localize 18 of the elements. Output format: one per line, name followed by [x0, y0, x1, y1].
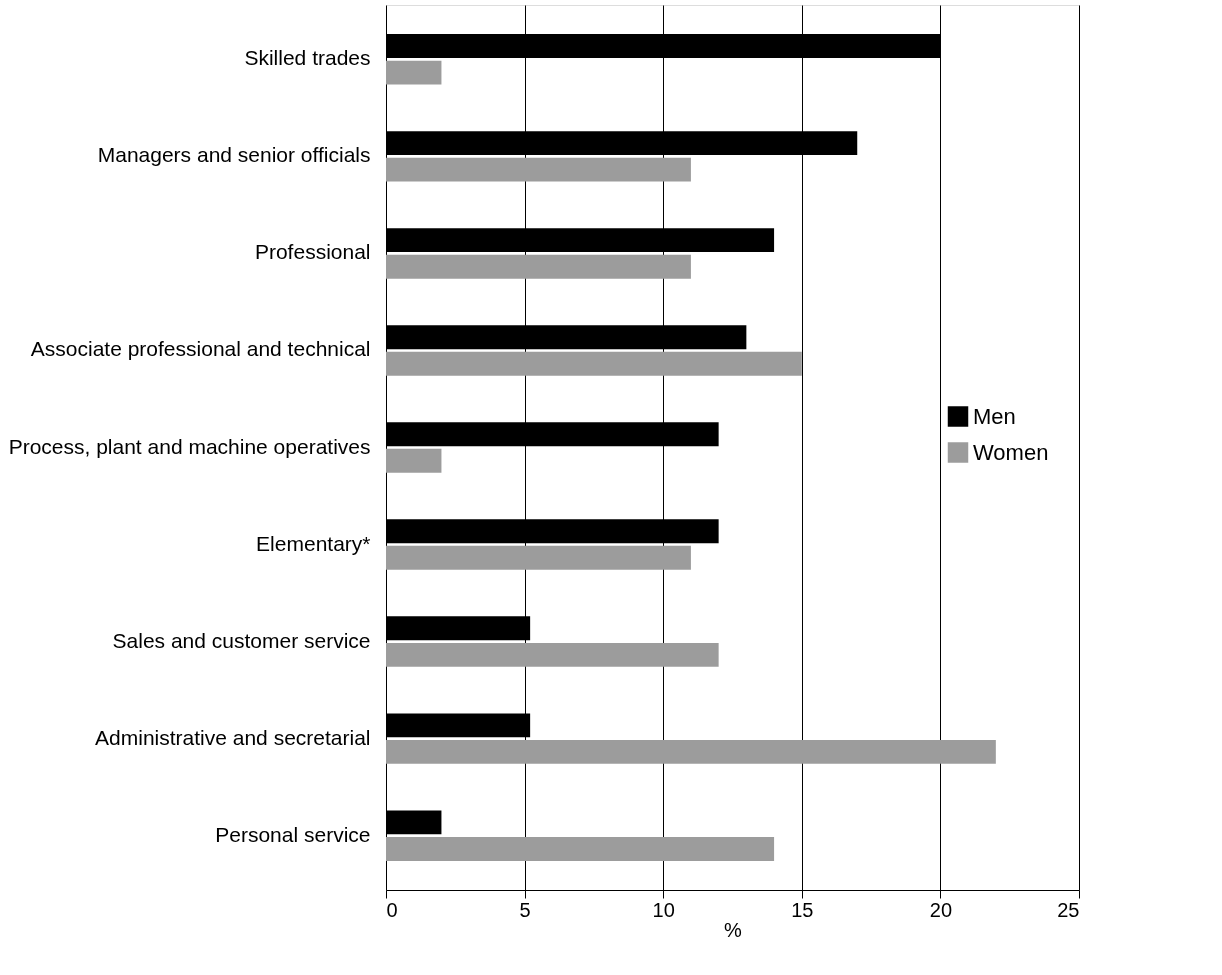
- y-tick-label: Managers and senior officials: [97, 143, 371, 167]
- x-tick-label: 15: [791, 898, 814, 921]
- y-tick-label: Associate professional and technical: [30, 337, 371, 361]
- x-tick-label: 20: [929, 898, 953, 921]
- y-tick-label: Process, plant and machine operatives: [8, 434, 371, 458]
- x-tick-label: 0: [386, 898, 398, 921]
- legend-label: Men: [973, 403, 1016, 429]
- x-tick-label: 10: [652, 898, 675, 921]
- y-tick-label: Skilled trades: [244, 46, 371, 70]
- y-tick-label: Personal service: [215, 822, 371, 846]
- legend-label: Women: [973, 439, 1049, 465]
- x-axis-title: %: [724, 918, 743, 941]
- x-tick-label: 5: [519, 898, 531, 921]
- y-tick-label: Professional: [254, 240, 371, 264]
- y-tick-label: Sales and customer service: [112, 628, 371, 652]
- y-tick-label: Elementary*: [256, 531, 371, 555]
- y-tick-label: Administrative and secretarial: [95, 725, 371, 749]
- x-tick-label: 25: [1057, 898, 1080, 921]
